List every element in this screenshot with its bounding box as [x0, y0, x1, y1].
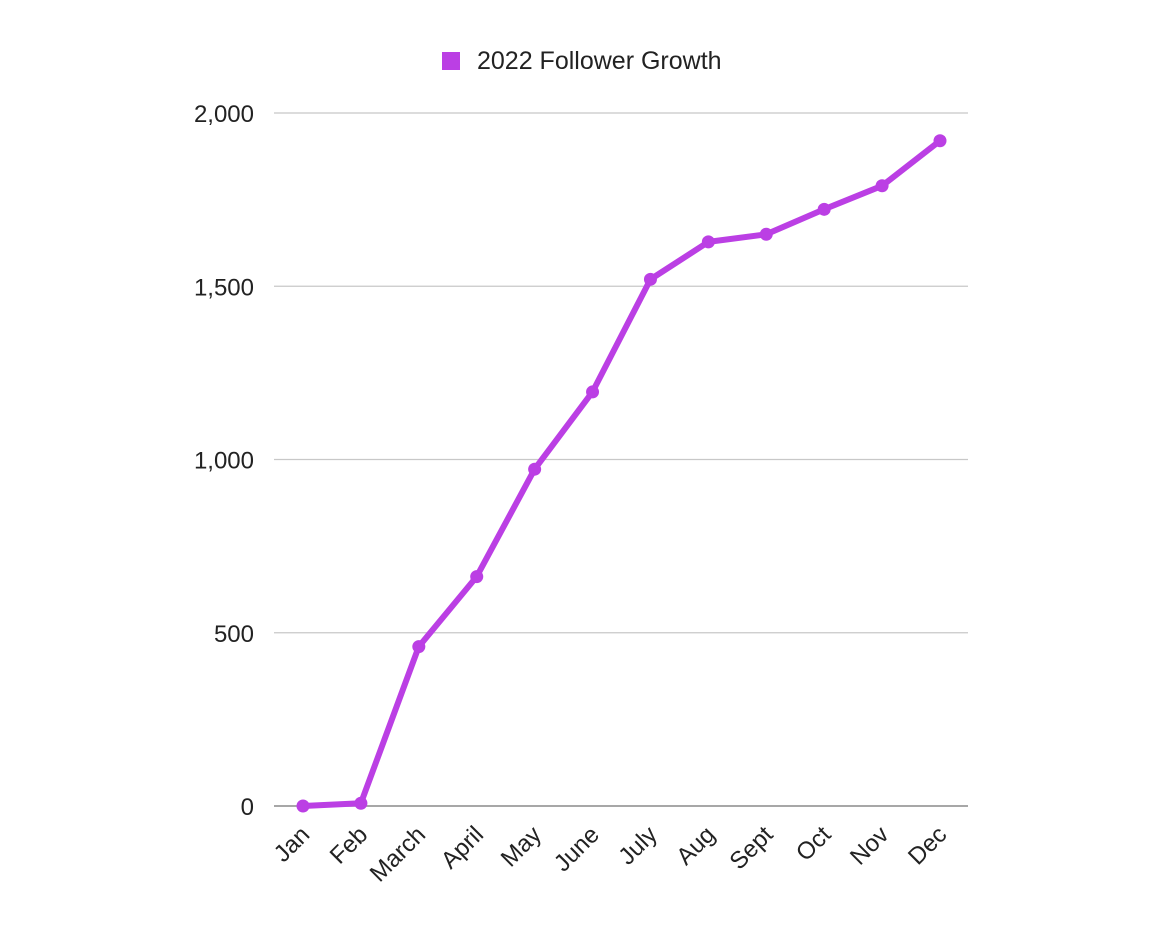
data-point [412, 640, 426, 654]
data-point [470, 570, 484, 584]
y-tick-label: 1,500 [194, 274, 254, 301]
data-point [296, 799, 310, 813]
series-2022-follower-growth [296, 134, 947, 813]
data-point [875, 179, 889, 193]
y-axis-tick-labels: 0 500 1,000 1,500 2,000 [194, 101, 254, 821]
data-point [643, 272, 657, 286]
gridlines [274, 112, 968, 634]
y-tick-label: 500 [214, 621, 254, 648]
x-tick-label: Oct [791, 821, 837, 867]
data-point [354, 796, 368, 810]
x-tick-label: June [549, 821, 605, 877]
y-tick-label: 1,000 [194, 448, 254, 475]
legend: 2022 Follower Growth [442, 47, 722, 75]
legend-swatch [442, 52, 460, 70]
data-point [586, 385, 600, 399]
x-tick-label: April [436, 821, 489, 874]
x-tick-label: May [496, 821, 547, 872]
data-point [701, 235, 715, 249]
data-point [817, 202, 831, 216]
x-tick-label: Aug [671, 821, 720, 870]
series-line [300, 137, 943, 809]
y-tick-label: 0 [241, 794, 254, 821]
y-tick-label: 2,000 [194, 101, 254, 128]
x-tick-label: Nov [845, 821, 894, 870]
data-point [933, 134, 947, 148]
legend-label: 2022 Follower Growth [477, 47, 722, 75]
x-tick-label: Dec [903, 821, 952, 870]
data-point [528, 462, 542, 476]
x-tick-label: March [365, 821, 431, 887]
x-tick-label: Jan [269, 821, 315, 867]
x-tick-label: Feb [325, 821, 373, 869]
x-tick-label: Sept [725, 821, 779, 875]
data-point [759, 227, 773, 241]
x-tick-label: July [613, 821, 662, 870]
